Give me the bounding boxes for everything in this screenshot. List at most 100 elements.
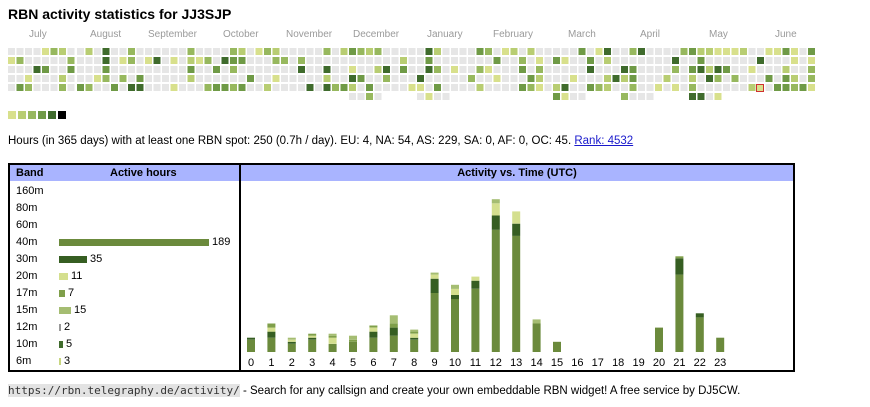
band-row-15m: 15m 15	[10, 302, 239, 319]
heatmap-cell	[646, 93, 654, 100]
heatmap-cell	[595, 66, 603, 73]
band-hours-bar	[59, 307, 71, 314]
heatmap-cell	[663, 75, 671, 82]
activity-bar-segment-30m-h11	[471, 280, 480, 289]
legend-swatch	[18, 111, 26, 119]
band-hours-value: 2	[64, 321, 71, 333]
heatmap-cell	[366, 84, 373, 91]
hour-tick-label: 7	[391, 357, 397, 369]
heatmap-cell	[570, 57, 577, 64]
band-hours-bar	[59, 324, 61, 331]
heatmap-cell	[442, 48, 450, 55]
heatmap-cell	[621, 66, 628, 73]
heatmap-cell	[408, 66, 416, 73]
heatmap-cell	[8, 75, 15, 82]
heatmap-cell	[689, 84, 696, 91]
heatmap-cell	[349, 84, 356, 91]
heatmap-cell	[570, 93, 577, 100]
heatmap-cell	[315, 66, 322, 73]
activity-bar-segment-20m-h13	[512, 211, 521, 224]
heatmap-cell	[604, 66, 611, 73]
heatmap-cell	[638, 48, 645, 55]
footer-url[interactable]: https://rbn.telegraphy.de/activity/	[8, 384, 240, 397]
heatmap-cell	[570, 48, 577, 55]
heatmap-cell	[714, 66, 722, 73]
heatmap-cell	[587, 48, 594, 55]
heatmap-cell	[230, 75, 237, 82]
heatmap-cell	[714, 48, 722, 55]
heatmap-cell	[383, 75, 390, 82]
heatmap-cell	[281, 57, 288, 64]
heatmap-cell	[187, 66, 195, 73]
band-hours-bar	[59, 256, 87, 263]
activity-chart-title: Activity vs. Time (UTC)	[241, 165, 793, 181]
heatmap-cell	[621, 75, 628, 82]
heatmap-cell	[374, 93, 382, 100]
heatmap-cell	[425, 84, 433, 91]
heatmap-cell	[25, 84, 32, 91]
heatmap-cell	[247, 84, 254, 91]
heatmap-cell	[33, 48, 41, 55]
activity-bar-segment-40m-h7	[389, 335, 398, 352]
heatmap-cell	[306, 75, 314, 82]
heatmap-cell	[646, 57, 654, 64]
heatmap-cell	[757, 84, 764, 91]
heatmap-cell	[204, 75, 212, 82]
activity-bar-segment-40m-h11	[471, 288, 480, 352]
summary-text: Hours (in 365 days) with at least one RB…	[8, 135, 572, 147]
heatmap-cell	[757, 75, 764, 82]
activity-bar-segment-17m-h3	[308, 333, 317, 336]
heatmap-cell	[33, 84, 41, 91]
heatmap-cell	[67, 57, 75, 64]
hour-tick-label: 1	[268, 357, 274, 369]
heatmap-cell	[323, 84, 331, 91]
heatmap-cell	[485, 84, 492, 91]
hour-tick-label: 14	[530, 357, 542, 369]
heatmap-cell	[680, 66, 688, 73]
heatmap-cell	[264, 48, 271, 55]
heatmap-cell	[187, 57, 195, 64]
activity-bar-segment-40m-h1	[267, 337, 276, 352]
rank-link[interactable]: Rank: 4532	[574, 135, 634, 147]
heatmap-cell	[25, 66, 32, 73]
heatmap-cell	[298, 75, 305, 82]
month-label-october: October	[223, 29, 259, 40]
heatmap-cell	[196, 75, 203, 82]
band-column-header: Band	[16, 167, 44, 179]
hours-column-header: Active hours	[110, 167, 177, 179]
heatmap-cell	[272, 48, 280, 55]
band-hours-value: 5	[66, 338, 73, 350]
band-row-17m: 17m 7	[10, 285, 239, 302]
heatmap-cell	[612, 84, 620, 91]
heatmap-cell	[629, 57, 637, 64]
heatmap-cell	[204, 84, 212, 91]
heatmap-cell	[553, 57, 560, 64]
heatmap-cell	[706, 48, 713, 55]
heatmap-cell	[306, 48, 314, 55]
heatmap-cell	[774, 48, 781, 55]
legend-swatch	[8, 111, 16, 119]
heatmap-cell	[153, 57, 161, 64]
heatmap-cell	[672, 57, 679, 64]
hour-tick-label: 23	[714, 357, 726, 369]
heatmap-cell	[391, 48, 399, 55]
heatmap-cell	[578, 84, 586, 91]
heatmap-cell	[638, 84, 645, 91]
heatmap-cell	[315, 57, 322, 64]
heatmap-cell	[162, 84, 169, 91]
heatmap-cell	[663, 84, 671, 91]
activity-bar-segment-17m-h6	[369, 325, 378, 328]
heatmap-cell	[570, 84, 577, 91]
heatmap-cell	[740, 75, 747, 82]
heatmap-cell	[170, 84, 178, 91]
heatmap-cell	[544, 48, 552, 55]
heatmap-cell	[50, 48, 58, 55]
hour-tick-label: 19	[632, 357, 644, 369]
band-name: 30m	[16, 253, 38, 265]
heatmap-cell	[247, 57, 254, 64]
heatmap-cell	[502, 75, 509, 82]
heatmap-cell	[272, 75, 280, 82]
heatmap-cell	[723, 84, 730, 91]
heatmap-cell	[502, 48, 509, 55]
heatmap-cell	[434, 66, 441, 73]
